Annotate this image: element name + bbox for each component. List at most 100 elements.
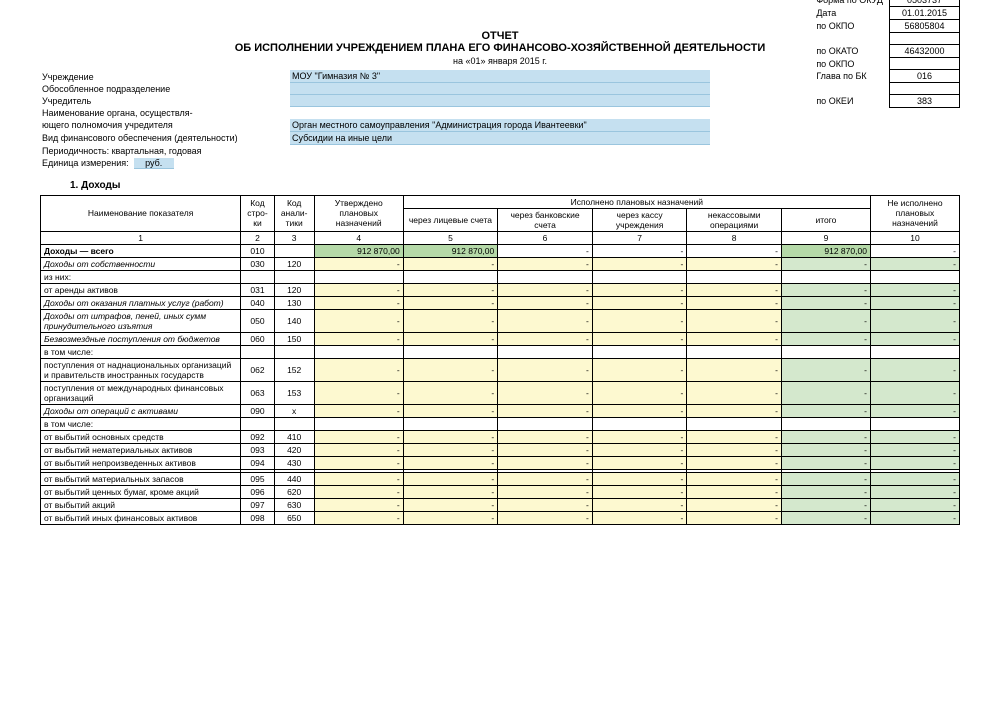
colnum-8: 8: [687, 231, 782, 244]
colnum-1: 1: [41, 231, 241, 244]
fintype-value: Субсидии на иные цели: [290, 131, 710, 144]
row-cell: [781, 270, 870, 283]
row-code: 062: [241, 358, 274, 381]
row-cell: -: [870, 404, 959, 417]
row-cell: -: [403, 309, 498, 332]
row-analytic: 410: [274, 430, 314, 443]
row-cell: [498, 345, 593, 358]
row-cell: -: [781, 358, 870, 381]
subdiv-label: Обособленное подразделение: [40, 83, 290, 95]
row-name: Доходы — всего: [41, 244, 241, 257]
row-cell: -: [870, 456, 959, 469]
row-cell: -: [870, 511, 959, 524]
row-cell: -: [498, 443, 593, 456]
unit-value: руб.: [134, 158, 174, 169]
row-cell: [592, 270, 687, 283]
row-analytic: 430: [274, 456, 314, 469]
row-cell: -: [498, 283, 593, 296]
table-row: Доходы — всего010912 870,00912 870,00---…: [41, 244, 960, 257]
table-row: Доходы от оказания платных услуг (работ)…: [41, 296, 960, 309]
row-cell: -: [870, 332, 959, 345]
institution-value: МОУ "Гимназия № 3": [290, 70, 710, 83]
row-cell: -: [687, 498, 782, 511]
colnum-10: 10: [870, 231, 959, 244]
row-cell: -: [592, 257, 687, 270]
row-name: от выбытий материальных запасов: [41, 472, 241, 485]
row-name: в том числе:: [41, 345, 241, 358]
row-analytic: [274, 244, 314, 257]
row-cell: [403, 417, 498, 430]
row-code: 097: [241, 498, 274, 511]
row-cell: [314, 417, 403, 430]
row-cell: [870, 345, 959, 358]
row-analytic: 620: [274, 485, 314, 498]
date-code-label: Дата: [812, 7, 889, 20]
row-cell: -: [687, 430, 782, 443]
row-cell: -: [592, 472, 687, 485]
row-code: 050: [241, 309, 274, 332]
row-code: 094: [241, 456, 274, 469]
row-cell: -: [592, 332, 687, 345]
row-cell: -: [781, 332, 870, 345]
institution-label: Учреждение: [40, 70, 290, 83]
row-cell: -: [781, 511, 870, 524]
row-cell: -: [498, 472, 593, 485]
row-cell: [781, 417, 870, 430]
table-row: поступления от наднациональных организац…: [41, 358, 960, 381]
row-cell: [592, 345, 687, 358]
row-cell: -: [870, 296, 959, 309]
row-cell: -: [592, 498, 687, 511]
row-analytic: 440: [274, 472, 314, 485]
row-cell: -: [592, 404, 687, 417]
row-name: от выбытий непроизведенных активов: [41, 456, 241, 469]
th-name: Наименование показателя: [41, 195, 241, 231]
subdiv-value: [290, 83, 710, 95]
okpo2-label: по ОКПО: [812, 58, 889, 70]
row-cell: [687, 345, 782, 358]
okei-label: по ОКЕИ: [812, 95, 889, 108]
row-cell: -: [498, 498, 593, 511]
row-code: 090: [241, 404, 274, 417]
row-name: Безвозмездные поступления от бюджетов: [41, 332, 241, 345]
row-cell: -: [592, 283, 687, 296]
row-name: поступления от международных финансовых …: [41, 381, 241, 404]
row-cell: -: [781, 404, 870, 417]
row-cell: -: [403, 381, 498, 404]
row-cell: -: [592, 296, 687, 309]
income-table-head: Наименование показателя Код стро-ки Код …: [41, 195, 960, 244]
row-cell: -: [687, 456, 782, 469]
table-row: Доходы от операций с активами090х-------: [41, 404, 960, 417]
row-cell: -: [781, 498, 870, 511]
row-cell: -: [314, 309, 403, 332]
row-cell: -: [403, 443, 498, 456]
th-exec-group: Исполнено плановых назначений: [403, 195, 870, 208]
row-cell: -: [781, 430, 870, 443]
row-cell: -: [781, 443, 870, 456]
row-name: от выбытий основных средств: [41, 430, 241, 443]
okpo2-value: [890, 58, 960, 70]
row-cell: -: [592, 430, 687, 443]
founder-label: Учредитель: [40, 95, 290, 107]
row-name: Доходы от операций с активами: [41, 404, 241, 417]
row-name: Доходы от оказания платных услуг (работ): [41, 296, 241, 309]
row-cell: -: [314, 498, 403, 511]
row-cell: -: [314, 283, 403, 296]
authority-value: Орган местного самоуправления "Администр…: [290, 119, 710, 132]
row-cell: -: [498, 358, 593, 381]
row-cell: -: [687, 404, 782, 417]
th-itogo: итого: [781, 208, 870, 231]
row-cell: -: [314, 296, 403, 309]
row-cell: [403, 345, 498, 358]
row-name: Доходы от собственности: [41, 257, 241, 270]
colnum-9: 9: [781, 231, 870, 244]
row-cell: -: [592, 244, 687, 257]
row-analytic: 420: [274, 443, 314, 456]
row-cell: [687, 270, 782, 283]
colnum-5: 5: [403, 231, 498, 244]
row-cell: -: [314, 511, 403, 524]
row-cell: [314, 345, 403, 358]
row-cell: -: [592, 485, 687, 498]
okato-value: 46432000: [890, 45, 960, 58]
row-cell: -: [403, 430, 498, 443]
row-cell: -: [687, 244, 782, 257]
